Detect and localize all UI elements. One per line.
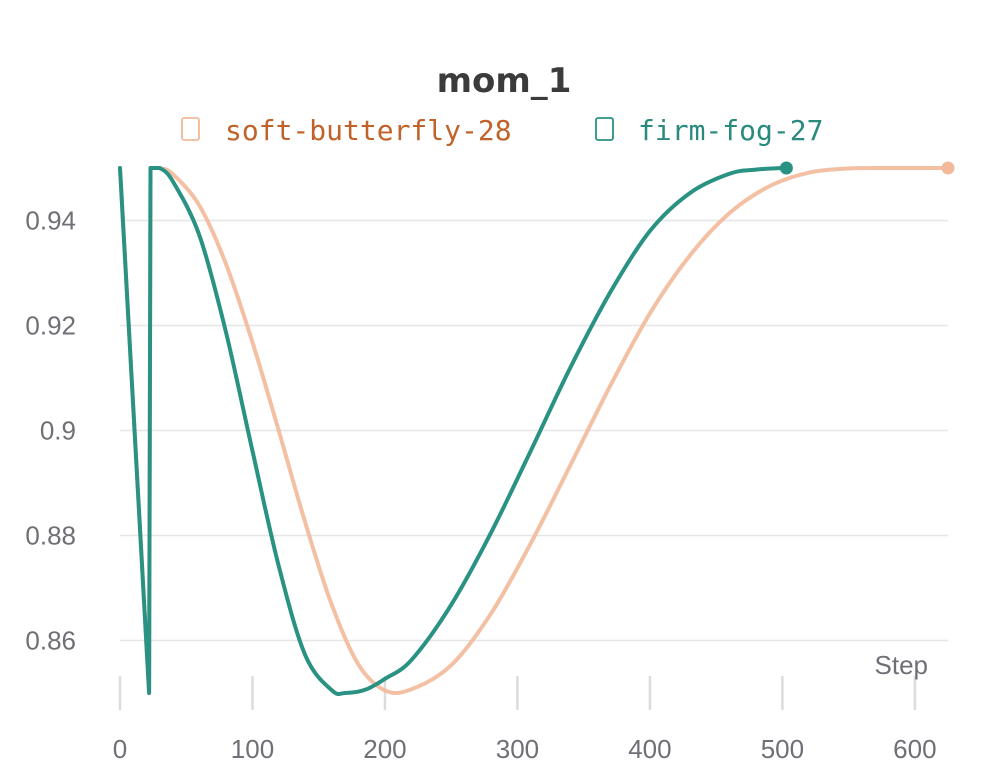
series-endpoint-firm-fog-27[interactable] bbox=[779, 161, 793, 175]
plot-area bbox=[118, 161, 955, 697]
legend-item-soft-butterfly-28[interactable]: soft-butterfly-28 bbox=[181, 114, 512, 147]
legend-item-firm-fog-27[interactable]: firm-fog-27 bbox=[595, 114, 823, 147]
x-tick-label: 300 bbox=[496, 734, 539, 764]
y-tick-label: 0.88 bbox=[25, 521, 76, 551]
y-tick-label: 0.9 bbox=[40, 416, 76, 446]
legend: soft-butterfly-28 firm-fog-27 bbox=[181, 114, 823, 147]
legend-swatch-soft-butterfly-28 bbox=[181, 117, 200, 141]
x-tick-label: 400 bbox=[628, 734, 671, 764]
series-endpoint-soft-butterfly-28[interactable] bbox=[941, 161, 955, 175]
y-tick-label: 0.94 bbox=[25, 206, 76, 236]
grid bbox=[120, 219, 948, 642]
x-axis-label: Step bbox=[875, 650, 929, 680]
x-tick-label: 0 bbox=[113, 734, 127, 764]
chart-title: mom_1 bbox=[437, 61, 572, 101]
y-tick-label: 0.86 bbox=[25, 626, 76, 656]
x-tick-label: 600 bbox=[893, 734, 936, 764]
legend-swatch-firm-fog-27 bbox=[595, 117, 614, 141]
x-axis: 0 100 200 300 400 500 600 bbox=[113, 676, 937, 764]
legend-label-firm-fog-27: firm-fog-27 bbox=[638, 114, 823, 147]
y-axis: 0.86 0.88 0.9 0.92 0.94 bbox=[25, 206, 76, 656]
x-tick-label: 200 bbox=[363, 734, 406, 764]
series-line-soft-butterfly-28[interactable] bbox=[118, 165, 950, 695]
x-tick-label: 500 bbox=[761, 734, 804, 764]
y-tick-label: 0.92 bbox=[25, 311, 76, 341]
series-line-firm-fog-27[interactable] bbox=[118, 165, 789, 697]
legend-label-soft-butterfly-28: soft-butterfly-28 bbox=[225, 114, 512, 147]
x-tick-label: 100 bbox=[231, 734, 274, 764]
